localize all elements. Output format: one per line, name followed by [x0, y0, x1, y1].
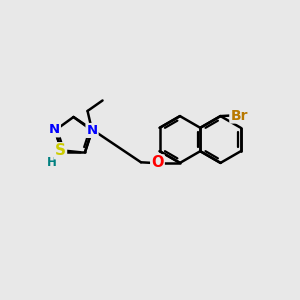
Text: Br: Br	[230, 109, 248, 122]
Text: O: O	[151, 155, 164, 170]
Text: N: N	[86, 124, 98, 137]
Text: S: S	[55, 143, 66, 158]
Text: N: N	[49, 123, 60, 136]
Text: N: N	[55, 146, 66, 159]
Text: H: H	[46, 156, 56, 169]
